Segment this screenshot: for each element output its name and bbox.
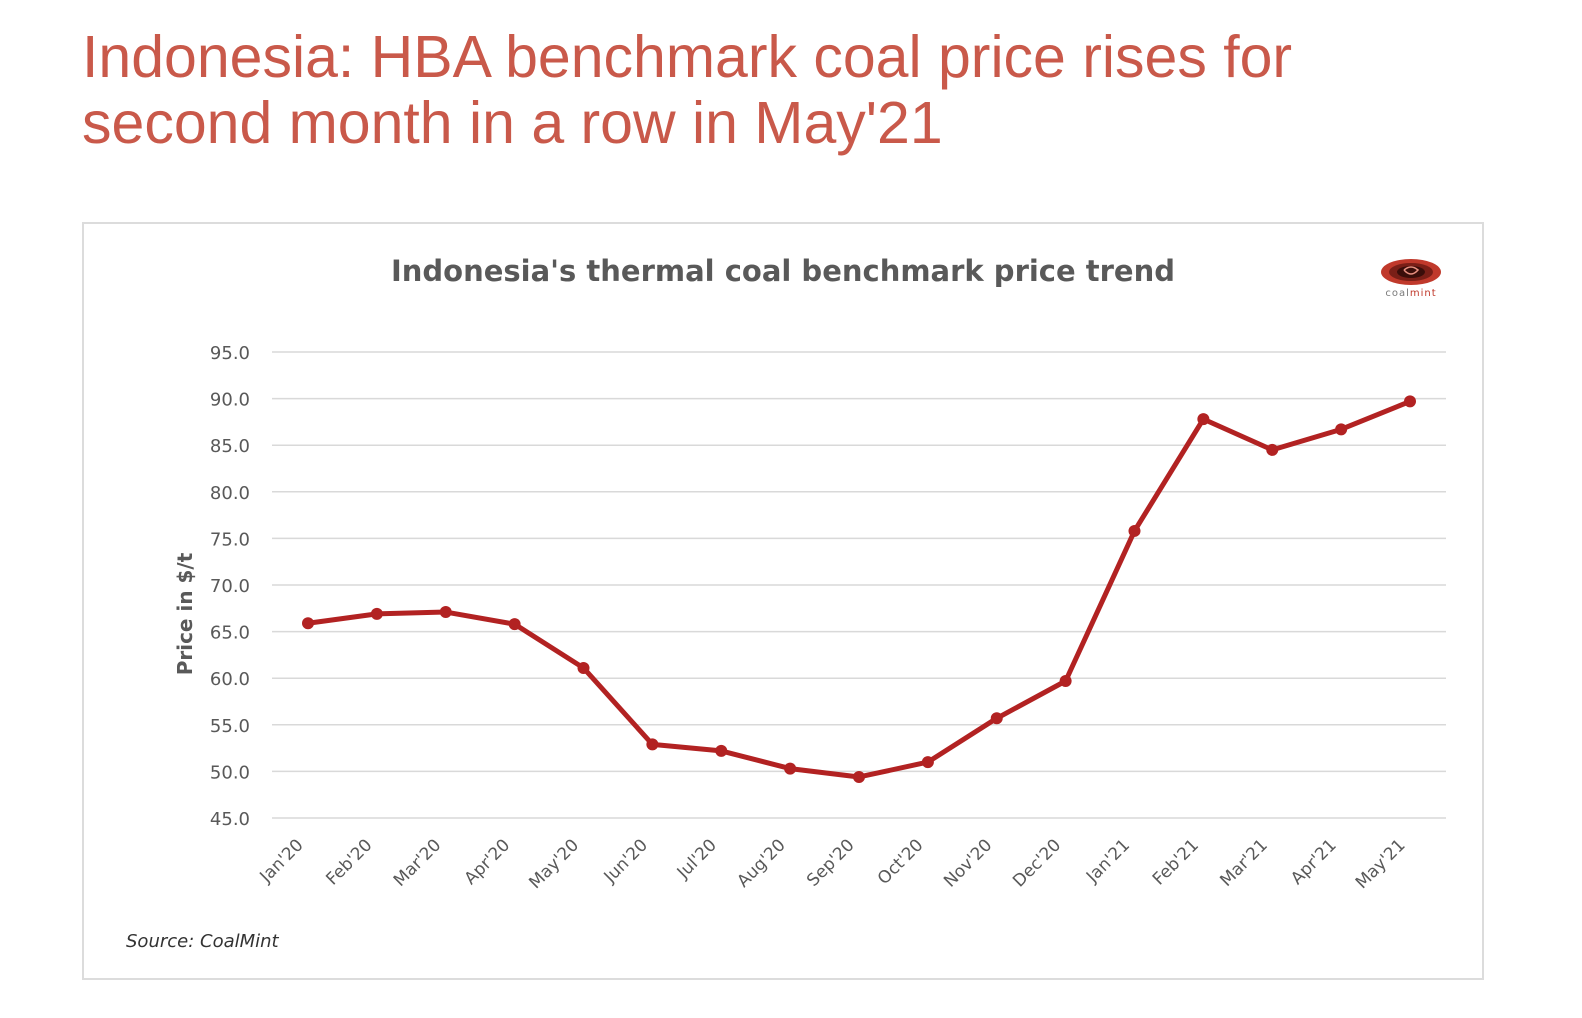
- x-tick-label: Aug'20: [733, 835, 789, 891]
- data-point: [1335, 423, 1348, 436]
- y-tick-label: 90.0: [210, 390, 250, 411]
- x-tick-label: Jun'20: [600, 835, 652, 887]
- y-tick-label: 60.0: [210, 669, 250, 690]
- line-chart: 95.0 90.0 85.0 80.0 75.0 70.0 65.0 60.0 55.0 50.0…: [173, 343, 1446, 893]
- data-point: [370, 607, 383, 620]
- data-point: [577, 661, 590, 674]
- x-tick-label: Feb'20: [322, 835, 376, 889]
- y-tick-label: 55.0: [210, 716, 250, 737]
- x-tick-label: Jan'21: [1082, 835, 1134, 887]
- y-tick-label: 75.0: [210, 529, 250, 550]
- x-tick-label: May'21: [1352, 835, 1410, 893]
- data-point: [1266, 443, 1279, 456]
- data-point: [715, 744, 728, 757]
- x-tick-label: Jan'20: [256, 835, 308, 887]
- y-tick-label: 45.0: [210, 809, 250, 830]
- page-headline: Indonesia: HBA benchmark coal price rise…: [82, 24, 1293, 156]
- y-tick-label: 80.0: [210, 483, 250, 504]
- coalmint-logo-icon: [1381, 259, 1441, 285]
- x-tick-label: Apr'21: [1287, 835, 1341, 889]
- logo-wordmark-mint: mint: [1409, 288, 1437, 299]
- data-point: [302, 617, 314, 630]
- logo-wordmark-coal: coal: [1385, 288, 1410, 299]
- x-tick-label: Sep'20: [803, 835, 858, 890]
- x-tick-label: Jul'20: [673, 835, 721, 883]
- data-point: [921, 756, 934, 769]
- data-point: [784, 762, 797, 775]
- x-tick-label: Oct'20: [874, 835, 928, 889]
- x-tick-label: Apr'20: [461, 835, 515, 889]
- chart-container: Indonesia's thermal coal benchmark price…: [82, 222, 1484, 980]
- x-tick-label: May'20: [525, 835, 583, 893]
- y-tick-label: 65.0: [210, 623, 250, 644]
- data-point: [1128, 524, 1141, 537]
- data-point: [439, 606, 452, 619]
- y-tick-label: 95.0: [210, 343, 250, 364]
- data-point: [1197, 413, 1210, 426]
- x-tick-label: Feb'21: [1149, 835, 1203, 889]
- logo-wordmark: coalmint: [1366, 288, 1456, 299]
- data-point: [1404, 395, 1416, 408]
- x-tick-label: Mar'20: [390, 835, 445, 890]
- source-note: Source: CoalMint: [126, 931, 279, 952]
- data-point: [1059, 674, 1072, 687]
- x-tick-label: Nov'20: [940, 835, 996, 891]
- y-axis-label: Price in $/t: [173, 552, 197, 675]
- y-tick-label: 50.0: [210, 762, 250, 783]
- x-tick-label: Dec'20: [1009, 835, 1065, 891]
- data-point: [853, 770, 865, 783]
- x-tick-label: Mar'21: [1216, 835, 1271, 890]
- data-point: [646, 738, 659, 751]
- coalmint-logo: coalmint: [1366, 256, 1456, 300]
- chart-title: Indonesia's thermal coal benchmark price…: [390, 254, 1176, 288]
- series-line: [307, 399, 1411, 780]
- data-point: [990, 712, 1003, 725]
- y-tick-label: 85.0: [210, 436, 250, 457]
- data-point: [508, 618, 521, 631]
- y-tick-label: 70.0: [210, 576, 250, 597]
